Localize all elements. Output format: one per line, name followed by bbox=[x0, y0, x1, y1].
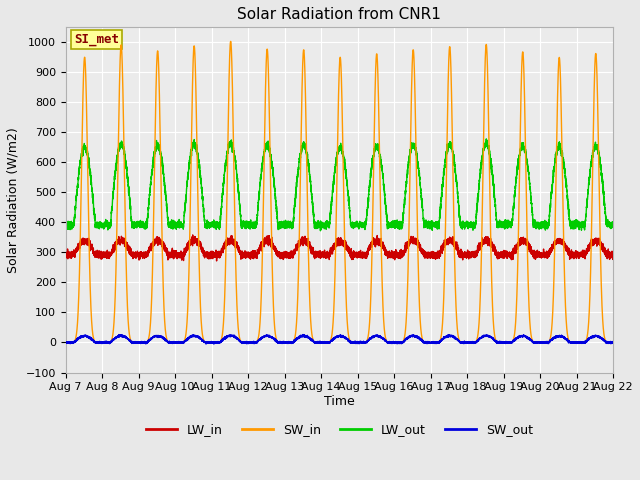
Text: SI_met: SI_met bbox=[74, 33, 119, 46]
X-axis label: Time: Time bbox=[324, 395, 355, 408]
Legend: LW_in, SW_in, LW_out, SW_out: LW_in, SW_in, LW_out, SW_out bbox=[141, 419, 538, 442]
Title: Solar Radiation from CNR1: Solar Radiation from CNR1 bbox=[237, 7, 442, 22]
Y-axis label: Solar Radiation (W/m2): Solar Radiation (W/m2) bbox=[7, 127, 20, 273]
